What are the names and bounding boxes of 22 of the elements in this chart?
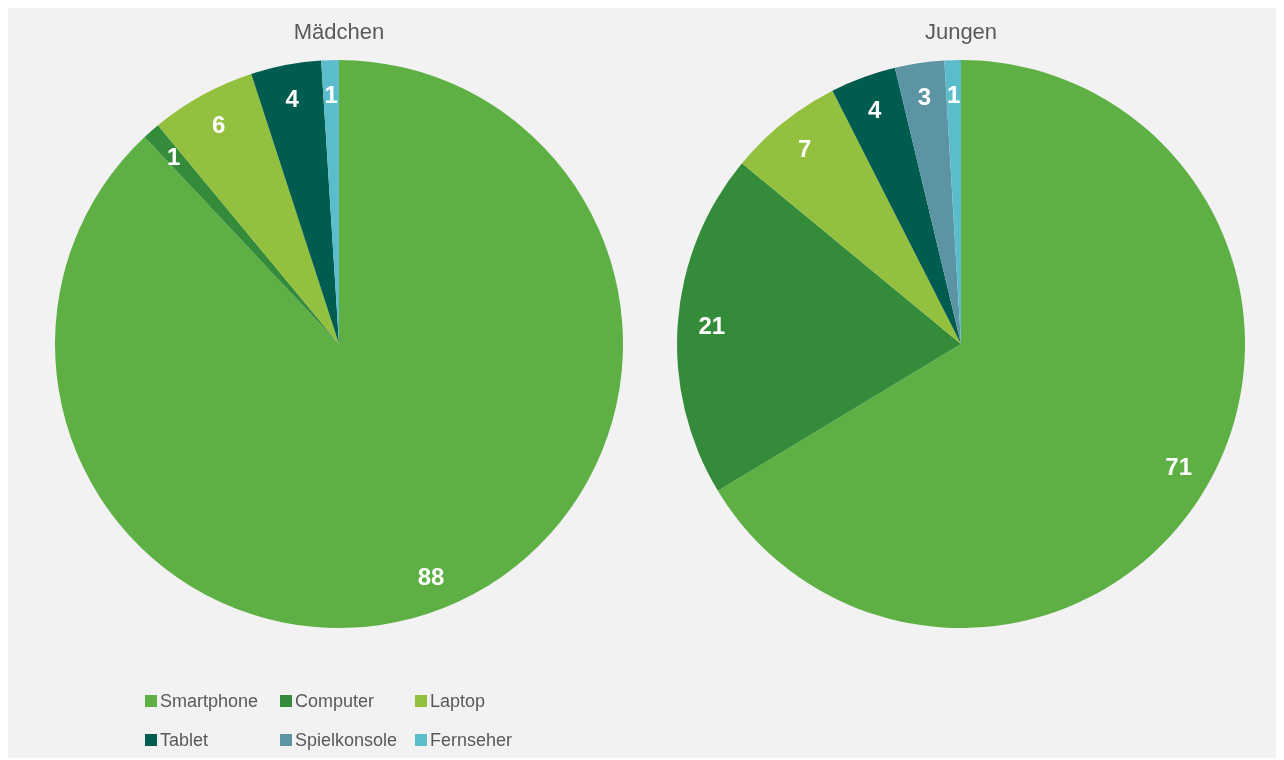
pie-slice	[832, 67, 961, 344]
chart-title: Mädchen	[293, 19, 385, 44]
legend-label: Tablet	[160, 730, 209, 751]
legend-label: Fernseher	[430, 730, 513, 751]
data-label: 1	[167, 142, 181, 170]
data-label: 88	[417, 562, 445, 590]
data-label: 7	[798, 135, 812, 163]
data-label: 4	[868, 95, 883, 123]
data-label: 1	[324, 80, 338, 108]
pie-slice	[894, 60, 961, 344]
legend-label: Spielkonsole	[295, 730, 398, 751]
data-label: 1	[946, 80, 961, 108]
legend-label: Smartphone	[160, 691, 259, 712]
chart-title: Jungen	[924, 19, 998, 44]
data-label: 6	[211, 111, 226, 139]
pie-slice	[677, 163, 961, 491]
data-label: 21	[698, 312, 726, 340]
data-label: 4	[285, 84, 300, 112]
legend-label: Computer	[295, 691, 375, 712]
data-label: 71	[1165, 453, 1192, 481]
legend-label: Laptop	[430, 691, 486, 712]
data-label: 3	[917, 83, 932, 111]
